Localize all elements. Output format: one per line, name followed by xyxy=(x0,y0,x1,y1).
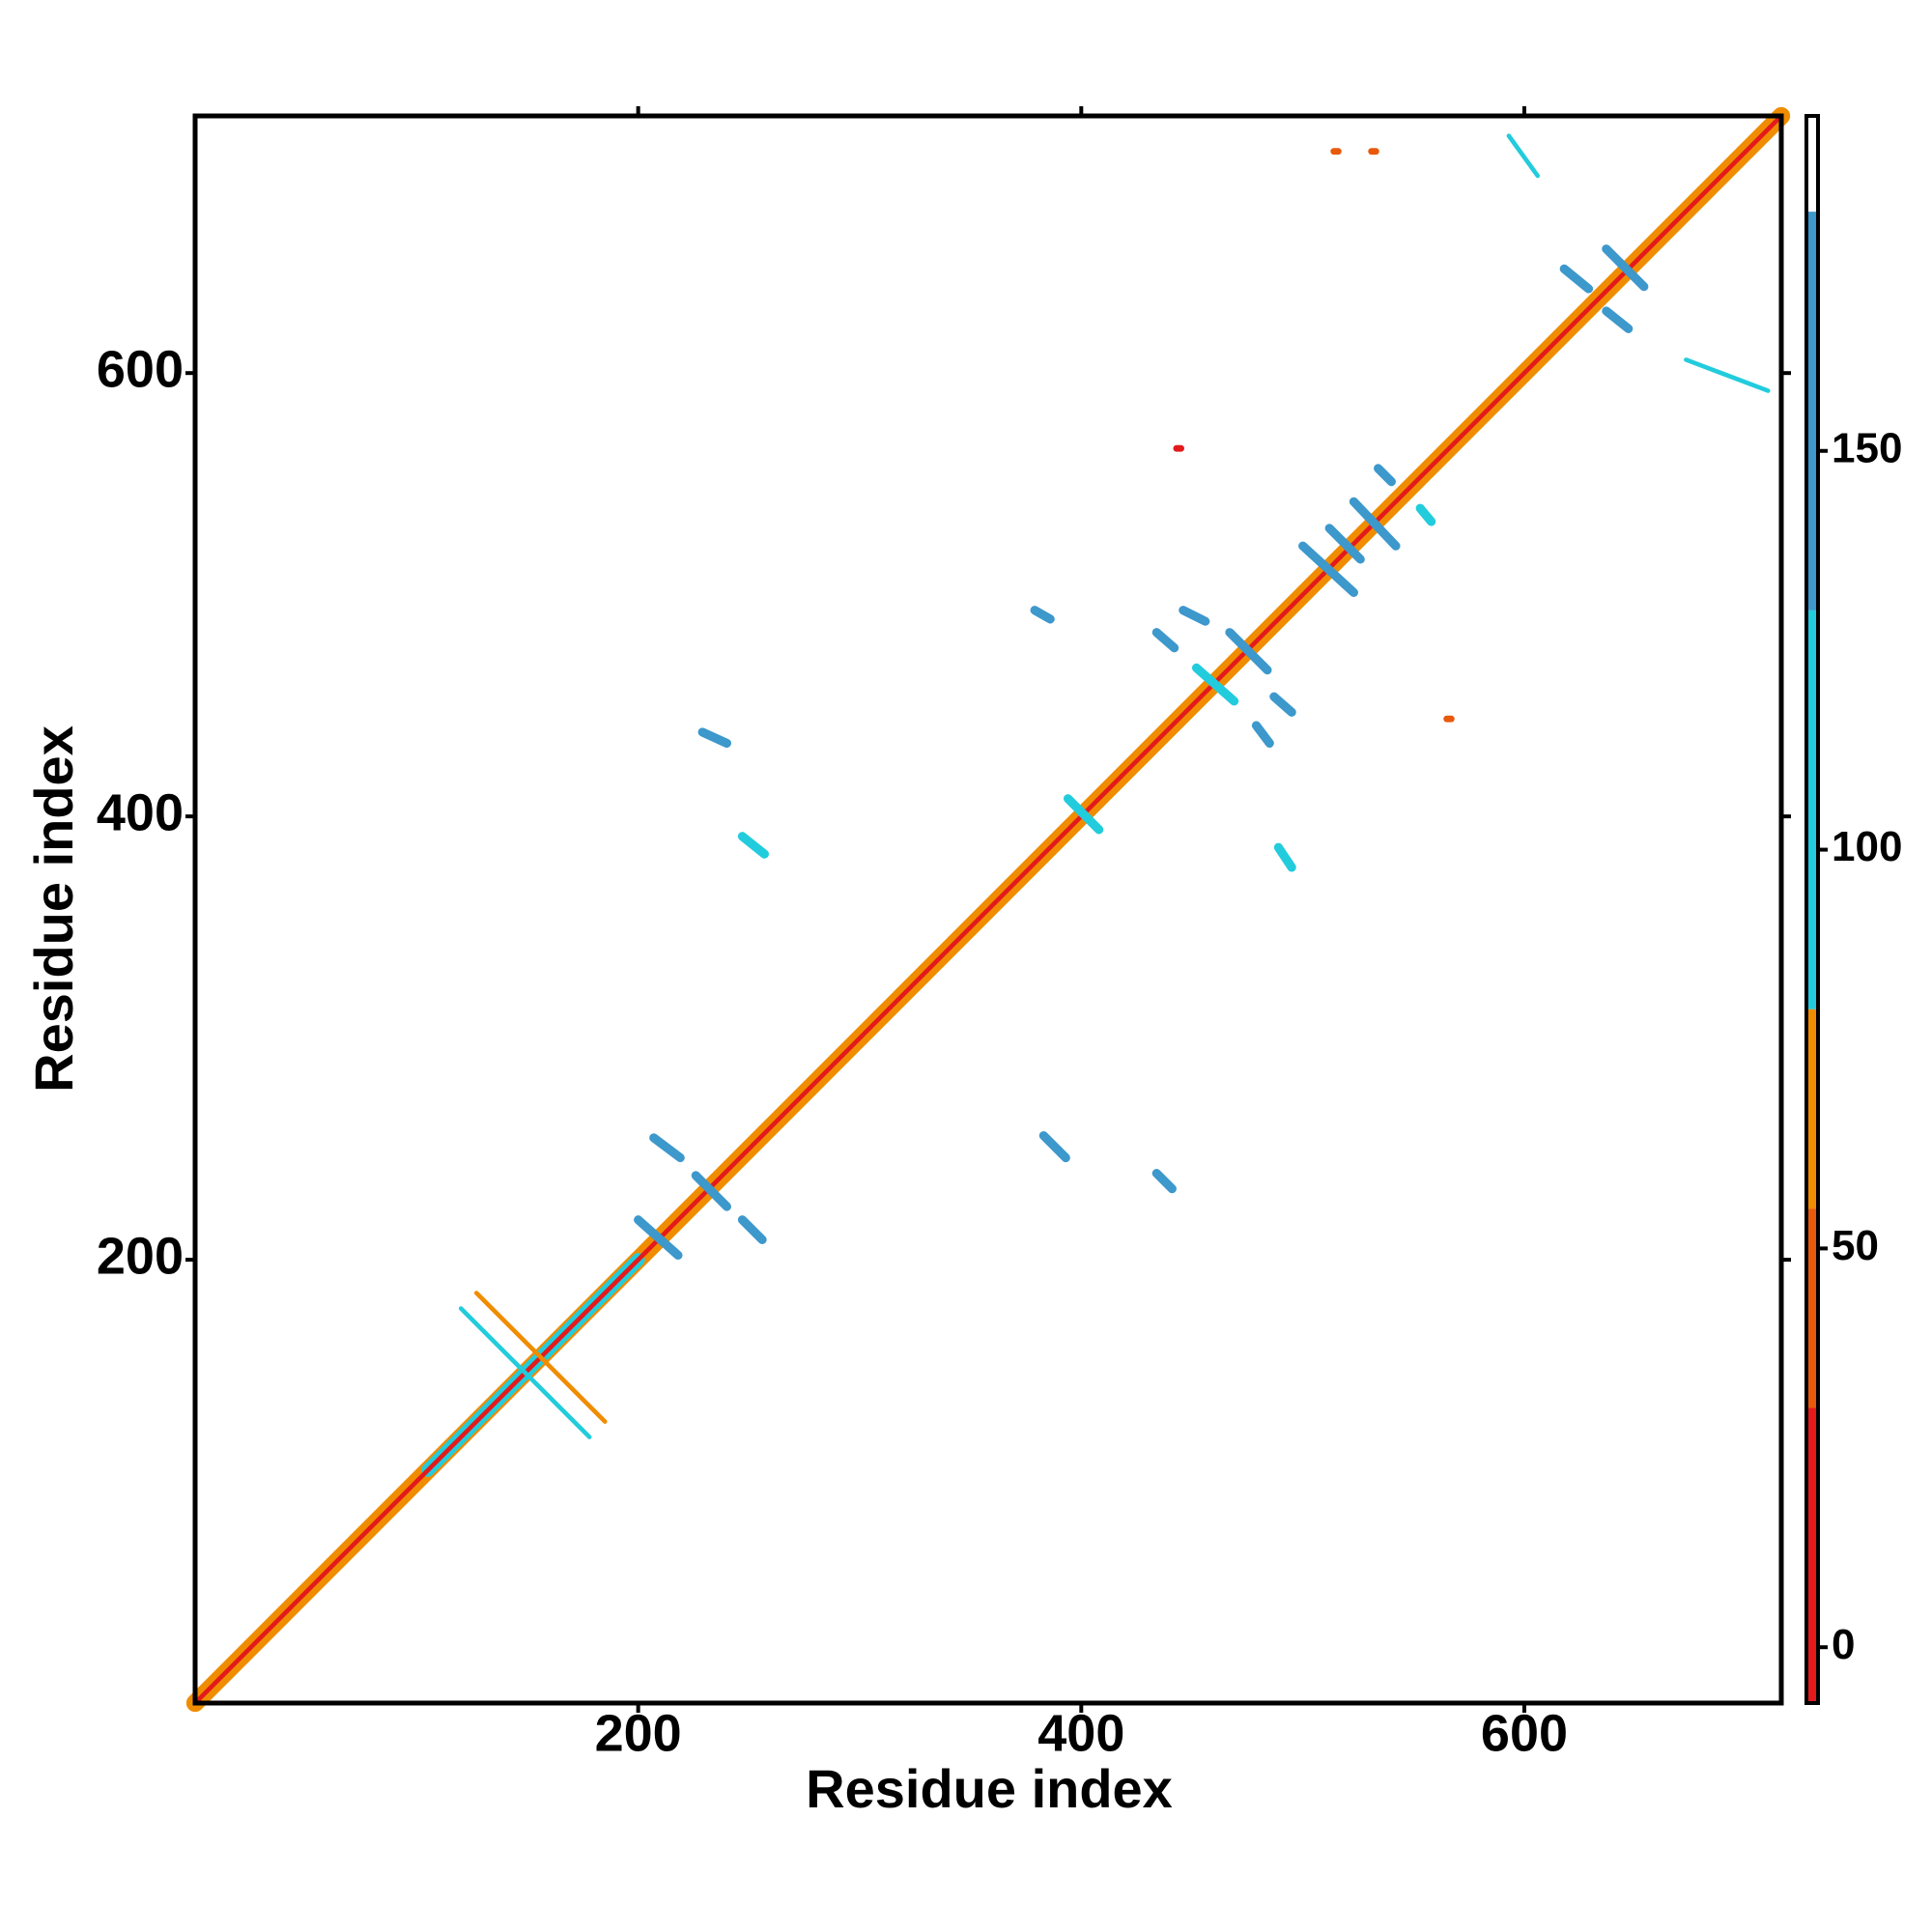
contact-segment xyxy=(1225,628,1272,675)
contact-segment xyxy=(1179,606,1210,626)
contact-segment xyxy=(1191,663,1239,706)
contact-segment xyxy=(1559,264,1594,294)
colorbar-tick-label: 100 xyxy=(1832,823,1902,870)
x-tick-label: 600 xyxy=(1481,1704,1568,1762)
contact-segment xyxy=(192,113,1784,1706)
colorbar-frame xyxy=(1804,114,1820,1705)
contact-segment xyxy=(737,832,769,859)
colorbar-tick-label: 50 xyxy=(1832,1222,1879,1269)
contact-segment xyxy=(1602,306,1634,333)
colorbar-band xyxy=(1806,610,1818,1009)
contact-segment xyxy=(691,1171,731,1211)
colorbar-band xyxy=(1806,212,1818,611)
x-tick-label: 400 xyxy=(1037,1704,1124,1762)
contact-segment xyxy=(1030,606,1055,624)
contact-segment xyxy=(1506,133,1541,179)
contact-segment xyxy=(1273,842,1296,872)
contact-segment xyxy=(634,1215,683,1261)
contact-segment xyxy=(1324,524,1365,564)
contact-segment xyxy=(649,1133,685,1163)
contact-segment xyxy=(1063,794,1104,835)
colorbar-band xyxy=(1806,1009,1818,1209)
contact-segment xyxy=(1251,721,1274,748)
contact-segment xyxy=(458,1306,592,1439)
colorbar-band xyxy=(1806,1407,1818,1703)
plot-frame xyxy=(192,113,1784,1706)
plot-area xyxy=(185,106,1791,1713)
contact-segment xyxy=(1151,1168,1177,1194)
contact-segment xyxy=(1269,692,1296,717)
contact-segment xyxy=(1038,1130,1070,1163)
colorbar-tick-label: 0 xyxy=(1832,1621,1855,1668)
contact-segment xyxy=(1151,628,1179,653)
y-tick-label: 400 xyxy=(97,783,184,841)
contact-segment xyxy=(1415,503,1436,526)
contact-segment xyxy=(473,1291,608,1424)
contact-segment xyxy=(1602,244,1649,292)
y-tick-label: 600 xyxy=(97,340,184,398)
contact-segment xyxy=(697,727,731,748)
y-tick-label: 200 xyxy=(97,1227,184,1285)
colorbar-band xyxy=(1806,1208,1818,1408)
colorbar-band xyxy=(1806,116,1818,213)
contact-segment xyxy=(1298,541,1358,597)
x-axis-title: Residue index xyxy=(806,1758,1173,1819)
contact-segment xyxy=(1349,497,1401,551)
contact-segment xyxy=(1684,357,1771,393)
y-axis-title: Residue index xyxy=(23,725,84,1093)
contact-segment xyxy=(737,1215,767,1244)
colorbar-tick-label: 150 xyxy=(1832,424,1902,471)
x-tick-label: 200 xyxy=(595,1704,682,1762)
contact-segment xyxy=(1374,464,1396,487)
